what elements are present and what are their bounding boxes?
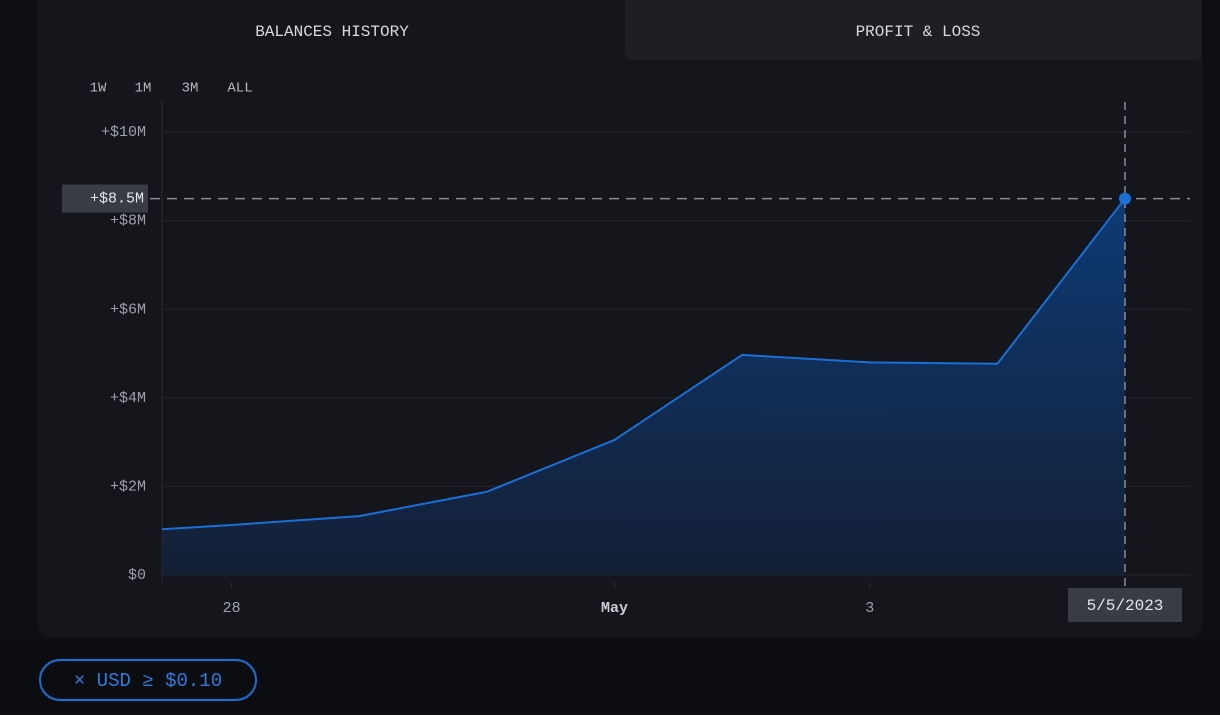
x-tick-label: 28 bbox=[223, 600, 241, 617]
tab-inactive[interactable] bbox=[625, 0, 1202, 60]
tab[interactable]: PROFIT & LOSS bbox=[856, 23, 981, 41]
line bbox=[162, 197, 1126, 531]
filter-label[interactable]: × USD ≥ $0.10 bbox=[74, 670, 222, 692]
range-button[interactable]: 1W bbox=[90, 81, 107, 97]
range-button[interactable]: ALL bbox=[227, 81, 252, 97]
y-tick-label: +$6M bbox=[110, 301, 146, 318]
tab[interactable]: BALANCES HISTORY bbox=[255, 23, 409, 41]
crosshair-y-label: +$8.5M bbox=[90, 191, 144, 208]
crosshair-x-label: 5/5/2023 bbox=[1087, 597, 1164, 615]
filter-chip[interactable] bbox=[39, 659, 257, 701]
crosshair-point bbox=[1119, 192, 1131, 205]
y-label-box bbox=[62, 184, 148, 213]
range-button[interactable]: 1M bbox=[135, 81, 152, 97]
bottom-bar bbox=[0, 640, 1220, 710]
x-tick-label: May bbox=[601, 600, 628, 617]
y-tick-label: $0 bbox=[128, 567, 146, 584]
y-tick-label: +$10M bbox=[101, 124, 146, 141]
x-label-box bbox=[1068, 588, 1182, 622]
y-tick-label: +$8M bbox=[110, 213, 146, 230]
y-tick-label: +$4M bbox=[110, 390, 146, 407]
x-tick-label: 3 bbox=[865, 600, 874, 617]
area bbox=[162, 198, 1125, 575]
range-button[interactable]: 3M bbox=[182, 81, 199, 97]
y-tick-label: +$2M bbox=[110, 478, 146, 495]
